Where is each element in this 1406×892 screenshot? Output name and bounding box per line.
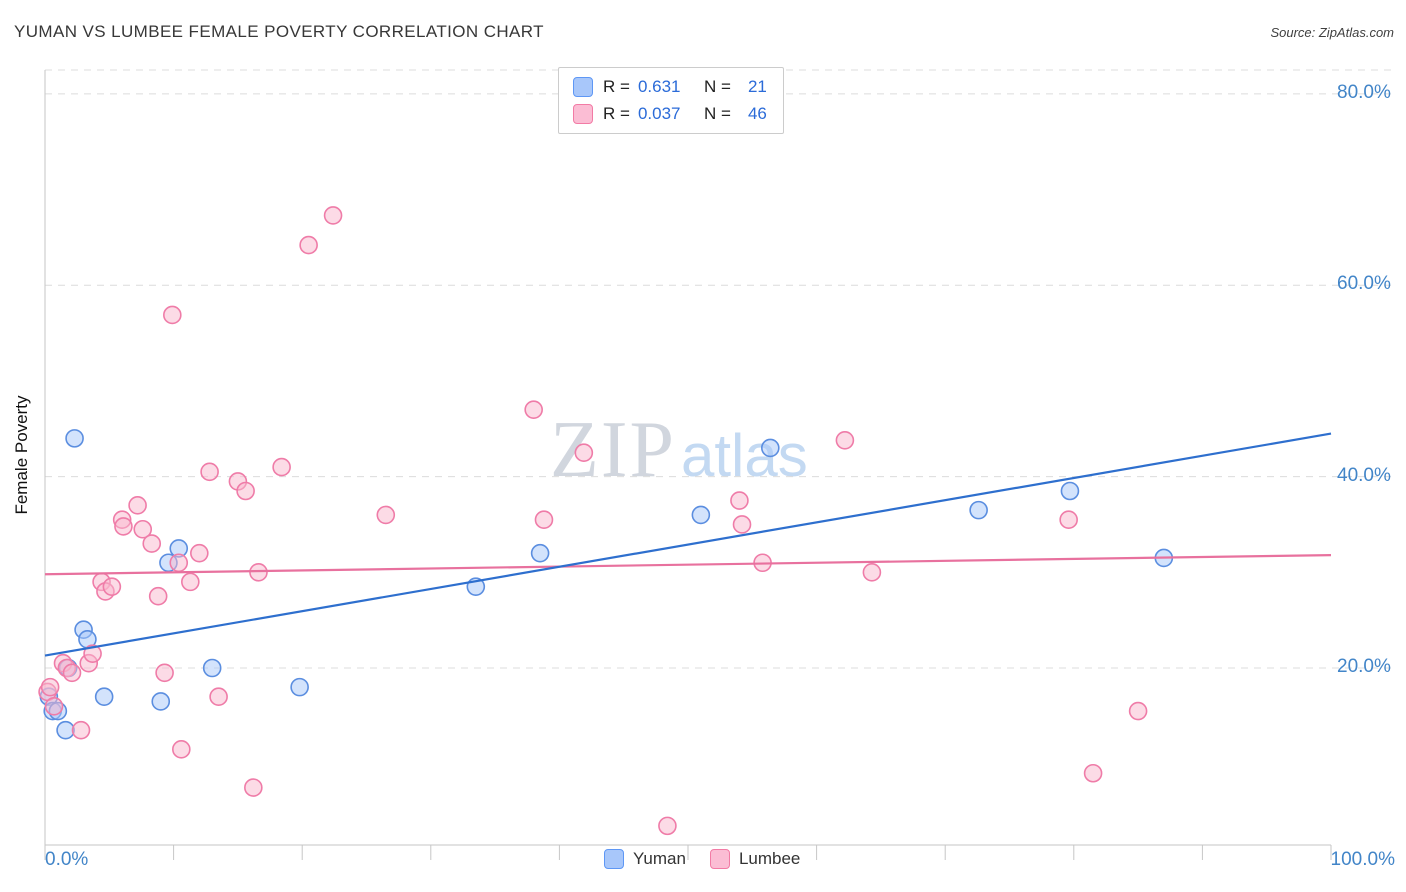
correlation-legend: R = 0.631 N = 21 R = 0.037 N = 46 xyxy=(558,67,784,134)
lumbee-series-swatch-icon xyxy=(573,104,593,124)
point-yuman xyxy=(761,438,780,458)
point-lumbee xyxy=(835,430,855,450)
correlation-row-lumbee: R = 0.037 N = 46 xyxy=(573,104,767,124)
n-value-yuman: 21 xyxy=(747,77,767,96)
point-yuman xyxy=(691,505,711,525)
r-label-lumbee: R = xyxy=(603,104,630,123)
point-lumbee xyxy=(376,505,396,525)
point-lumbee xyxy=(574,443,594,463)
point-lumbee xyxy=(272,457,291,477)
point-lumbee xyxy=(128,496,147,515)
point-lumbee xyxy=(172,740,191,759)
point-lumbee xyxy=(190,543,209,563)
point-lumbee xyxy=(62,663,82,683)
y-tick-label-40: 40.0% xyxy=(1337,465,1391,486)
point-lumbee xyxy=(244,778,263,797)
point-lumbee xyxy=(44,696,64,716)
y-tick-label-20: 20.0% xyxy=(1337,656,1391,677)
point-lumbee xyxy=(83,644,102,663)
point-lumbee xyxy=(155,663,174,683)
point-lumbee xyxy=(323,206,343,225)
point-yuman xyxy=(151,692,171,711)
point-lumbee xyxy=(142,534,162,553)
point-lumbee xyxy=(148,586,168,606)
point-lumbee xyxy=(209,687,228,706)
trendline-lumbee xyxy=(44,553,1332,576)
chart-title: YUMAN VS LUMBEE FEMALE POVERTY CORRELATI… xyxy=(14,22,544,41)
series-legend: Yuman Lumbee xyxy=(604,849,800,869)
trendline-yuman xyxy=(44,432,1332,657)
legend-item-lumbee: Lumbee xyxy=(709,849,801,869)
yuman-legend-swatch-icon xyxy=(604,849,624,869)
point-yuman xyxy=(56,720,75,740)
point-lumbee xyxy=(169,553,189,573)
yuman-series-swatch-icon xyxy=(573,77,593,97)
point-lumbee xyxy=(236,481,255,501)
point-lumbee xyxy=(1083,763,1103,783)
r-value-lumbee: 0.037 xyxy=(637,104,681,123)
point-lumbee xyxy=(534,510,554,529)
yuman-legend-label: Yuman xyxy=(633,849,686,868)
x-tick-label-max: 100.0% xyxy=(1330,849,1395,870)
point-lumbee xyxy=(163,305,182,325)
point-lumbee xyxy=(732,515,752,534)
correlation-row-yuman: R = 0.631 N = 21 xyxy=(573,77,767,97)
r-value-yuman: 0.631 xyxy=(637,77,681,96)
point-yuman xyxy=(202,658,222,678)
point-lumbee xyxy=(40,677,60,697)
point-lumbee xyxy=(71,720,91,740)
point-lumbee xyxy=(524,400,543,419)
y-tick-label-80: 80.0% xyxy=(1337,82,1391,103)
point-lumbee xyxy=(102,577,122,596)
point-lumbee xyxy=(114,517,133,536)
point-lumbee xyxy=(200,462,219,482)
r-label-yuman: R = xyxy=(603,77,630,96)
point-lumbee xyxy=(1128,701,1148,721)
point-yuman xyxy=(969,500,988,520)
x-tick-label-min: 0.0% xyxy=(45,849,89,870)
y-tick-label-60: 60.0% xyxy=(1337,273,1391,294)
point-yuman xyxy=(530,543,550,563)
point-lumbee xyxy=(249,563,268,582)
n-label-lumbee: N = xyxy=(703,104,731,123)
point-yuman xyxy=(290,677,309,697)
point-yuman xyxy=(1060,481,1080,501)
point-yuman xyxy=(65,429,84,448)
legend-item-yuman: Yuman xyxy=(604,849,686,869)
point-lumbee xyxy=(730,491,749,510)
point-lumbee xyxy=(1059,510,1078,529)
y-axis-title: Female Poverty xyxy=(12,395,31,515)
point-lumbee xyxy=(299,235,318,255)
n-value-lumbee: 46 xyxy=(747,104,767,123)
lumbee-legend-swatch-icon xyxy=(709,849,730,869)
n-label-yuman: N = xyxy=(703,77,731,96)
source-attribution: Source: ZipAtlas.com xyxy=(1270,25,1394,40)
point-lumbee xyxy=(133,519,153,539)
point-lumbee xyxy=(181,572,200,592)
point-yuman xyxy=(94,687,114,706)
point-lumbee xyxy=(658,816,677,836)
lumbee-legend-label: Lumbee xyxy=(738,849,801,868)
point-lumbee xyxy=(862,563,882,582)
